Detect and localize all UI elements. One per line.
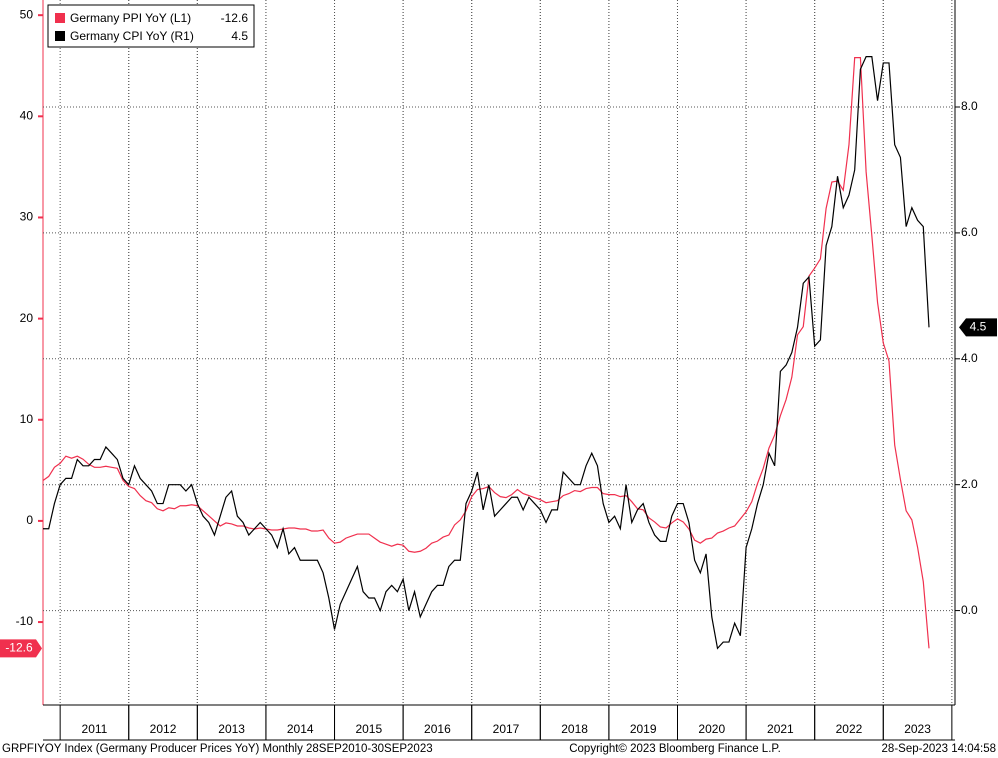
y2-tick-label: 0.0: [961, 603, 978, 617]
y-tick-label: 30: [20, 210, 34, 224]
series-line: [43, 56, 930, 650]
x-tick-label: 2015: [355, 722, 382, 736]
y2-tick-label: 6.0: [961, 225, 978, 239]
y-tick-label: 10: [20, 412, 34, 426]
legend-swatch: [55, 31, 65, 41]
y-tick-label: -10: [16, 614, 34, 628]
legend-last-value: -12.6: [221, 11, 249, 25]
x-tick-label: 2019: [630, 722, 657, 736]
legend-swatch: [55, 13, 65, 23]
y-tick-label: 0: [26, 513, 33, 527]
y2-tick-label: 2.0: [961, 477, 978, 491]
footer-copyright: Copyright© 2023 Bloomberg Finance L.P.: [569, 743, 781, 755]
x-tick-label: 2016: [424, 722, 451, 736]
x-tick-label: 2012: [150, 722, 177, 736]
x-tick-label: 2014: [287, 722, 314, 736]
x-tick-label: 2013: [218, 722, 245, 736]
x-tick-label: 2021: [767, 722, 794, 736]
legend-box: [47, 4, 255, 48]
legend-label: Germany CPI YoY (R1): [70, 29, 194, 43]
x-tick-label: 2020: [698, 722, 725, 736]
x-tick-label: 2017: [493, 722, 520, 736]
x-tick-label: 2018: [561, 722, 588, 736]
footer-source: GRPFIYOY Index (Germany Producer Prices …: [2, 743, 433, 755]
last-value-flag: [0, 639, 42, 658]
y2-tick-label: 8.0: [961, 99, 978, 113]
last-value-label: 4.5: [970, 319, 987, 333]
legend-last-value: 4.5: [231, 29, 248, 43]
y-tick-label: 50: [20, 7, 34, 21]
legend-label: Germany PPI YoY (L1): [70, 11, 191, 25]
legend: Germany PPI YoY (L1) -12.6 Germany CPI Y…: [47, 4, 255, 48]
y2-tick-label: 4.0: [961, 351, 978, 365]
x-tick-label: 2023: [904, 722, 931, 736]
x-tick-label: 2022: [836, 722, 863, 736]
y-tick-label: 40: [20, 108, 34, 122]
series-line: [42, 57, 930, 649]
last-value-flag: [959, 318, 997, 337]
footer-timestamp: 28-Sep-2023 14:04:58: [882, 743, 996, 755]
last-value-label: -12.6: [5, 641, 33, 655]
y-tick-label: 20: [20, 311, 34, 325]
x-tick-label: 2011: [82, 722, 108, 736]
